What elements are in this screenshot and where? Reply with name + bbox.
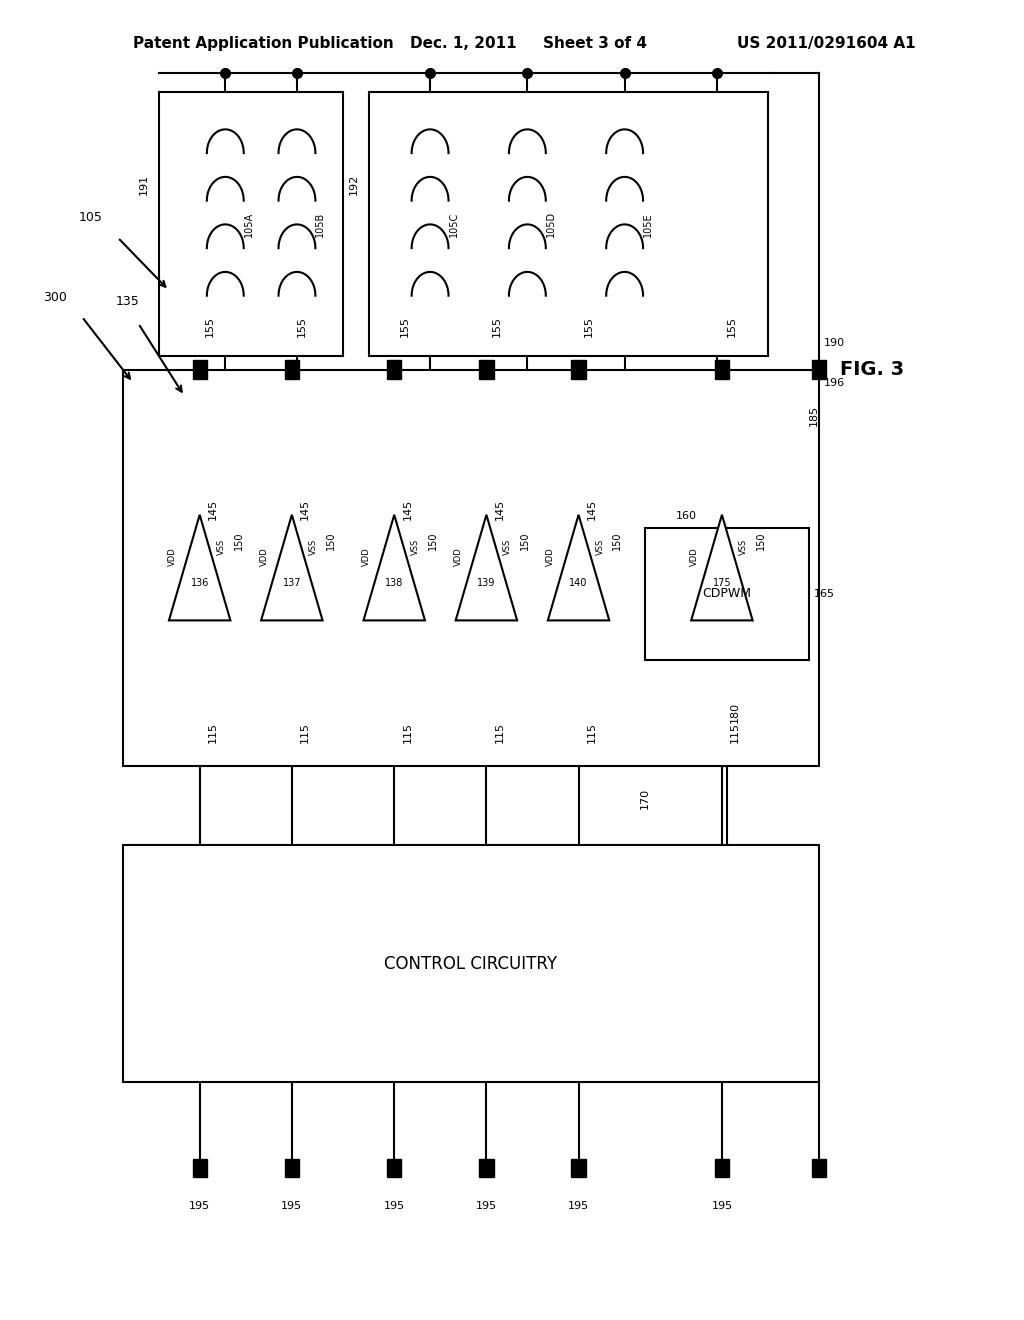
Text: CONTROL CIRCUITRY: CONTROL CIRCUITRY [384,954,558,973]
Text: VDD: VDD [362,548,371,566]
Text: 115: 115 [402,722,413,743]
Bar [571,1159,586,1177]
Text: 137: 137 [283,578,301,589]
Text: 190: 190 [824,338,846,348]
Text: 150: 150 [612,532,623,550]
Text: 115: 115 [730,722,740,743]
Text: VDD: VDD [260,548,268,566]
Text: 145: 145 [300,499,310,520]
Text: 105A: 105A [244,211,254,238]
Text: 150: 150 [756,532,766,550]
Bar [387,360,401,379]
Bar [123,370,819,766]
Text: 145: 145 [208,499,218,520]
Text: 138: 138 [385,578,403,589]
Polygon shape [364,515,425,620]
Text: 195: 195 [476,1201,497,1212]
Text: 155: 155 [297,315,307,337]
Text: VSS: VSS [739,539,748,554]
Text: Sheet 3 of 4: Sheet 3 of 4 [543,36,647,51]
Text: 140: 140 [569,578,588,589]
Text: 195: 195 [384,1201,404,1212]
Text: 150: 150 [520,532,530,550]
Text: 145: 145 [402,499,413,520]
Text: 155: 155 [492,315,502,337]
Text: VDD: VDD [547,548,555,566]
Bar [123,845,819,1082]
Text: 180: 180 [730,702,740,723]
Bar [571,360,586,379]
Text: 105E: 105E [643,213,653,236]
Text: 160: 160 [676,511,696,521]
Text: 135: 135 [116,294,140,308]
Bar [285,1159,299,1177]
Polygon shape [261,515,323,620]
Text: 175: 175 [713,578,731,589]
Text: 150: 150 [233,532,244,550]
Text: 195: 195 [282,1201,302,1212]
Bar [812,360,826,379]
Text: 195: 195 [189,1201,210,1212]
Bar [812,1159,826,1177]
Text: 136: 136 [190,578,209,589]
Text: VSS: VSS [309,539,317,554]
Text: Dec. 1, 2011: Dec. 1, 2011 [410,36,516,51]
Text: 105: 105 [79,211,102,224]
Text: CDPWM: CDPWM [702,587,752,601]
Bar [193,360,207,379]
Text: 155: 155 [584,315,594,337]
Bar [645,528,809,660]
Text: 196: 196 [824,378,846,388]
Text: 195: 195 [712,1201,732,1212]
Bar [479,360,494,379]
Text: VSS: VSS [217,539,225,554]
Text: 300: 300 [43,290,67,304]
Polygon shape [548,515,609,620]
Text: 170: 170 [640,788,650,809]
Text: 155: 155 [205,315,215,337]
Bar [159,92,343,356]
Text: VSS: VSS [504,539,512,554]
Text: 115: 115 [208,722,218,743]
Text: 191: 191 [138,174,148,195]
Text: 115: 115 [587,722,597,743]
Text: US 2011/0291604 A1: US 2011/0291604 A1 [737,36,915,51]
Bar [193,1159,207,1177]
Text: 145: 145 [587,499,597,520]
Text: FIG. 3: FIG. 3 [840,360,904,379]
Text: 105C: 105C [449,211,459,238]
Text: VDD: VDD [168,548,176,566]
Text: 150: 150 [326,532,336,550]
Polygon shape [691,515,753,620]
Text: 155: 155 [399,315,410,337]
Text: VSS: VSS [596,539,604,554]
Polygon shape [169,515,230,620]
Text: 150: 150 [428,532,438,550]
Text: 192: 192 [348,174,358,195]
Bar [285,360,299,379]
Text: 145: 145 [495,499,505,520]
Text: 165: 165 [814,589,836,599]
Text: 105D: 105D [546,211,556,238]
Bar [715,1159,729,1177]
Bar [715,360,729,379]
Text: 115: 115 [300,722,310,743]
Text: VDD: VDD [455,548,463,566]
Bar [387,1159,401,1177]
Text: 105B: 105B [315,211,326,238]
Text: 195: 195 [568,1201,589,1212]
Bar [479,1159,494,1177]
Text: VSS: VSS [412,539,420,554]
Text: Patent Application Publication: Patent Application Publication [133,36,394,51]
Text: 115: 115 [495,722,505,743]
Text: 139: 139 [477,578,496,589]
Bar [369,92,768,356]
Polygon shape [456,515,517,620]
Text: 185: 185 [809,405,819,426]
Text: VDD: VDD [690,548,698,566]
Text: 155: 155 [727,315,737,337]
